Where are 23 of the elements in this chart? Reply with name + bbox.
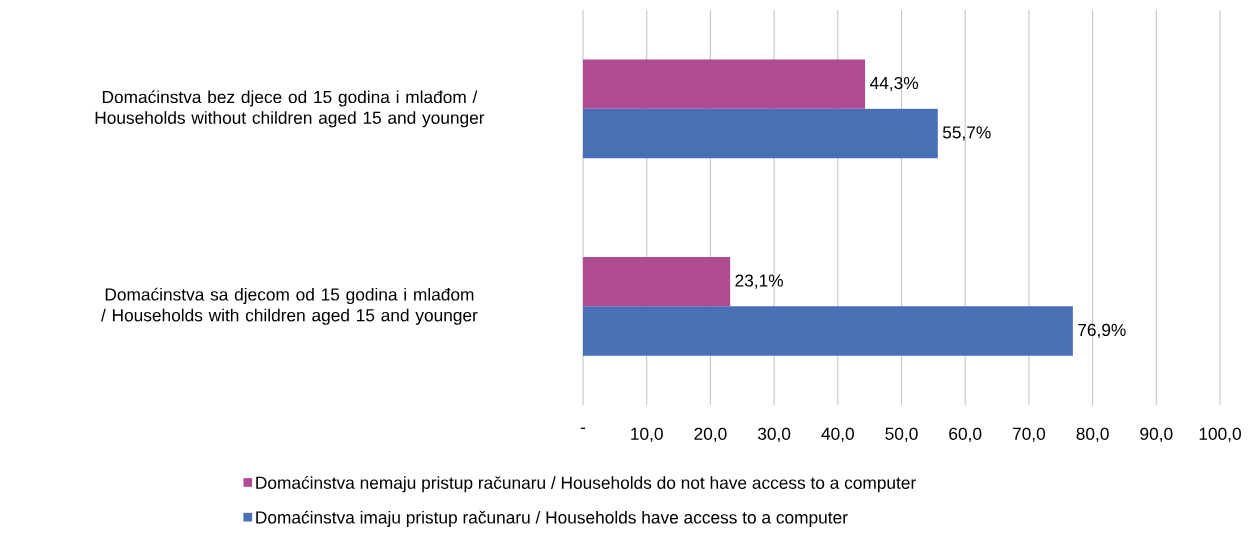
y-tick-label: Domaćinstva sa djecom od 15 godina i mlađom / Households with children aged 15 and younger [101, 287, 478, 325]
data-label: 23,1% [735, 274, 783, 289]
x-tick-label: 40,0 [821, 427, 854, 442]
x-tick-label: - [580, 427, 586, 429]
bar [583, 108, 938, 159]
legend-label: Domaćinstva imaju pristup računaru / Households have access to a computer [256, 510, 848, 528]
x-tick-label: 100,0 [1199, 427, 1241, 442]
x-tick-label: 30,0 [757, 427, 791, 442]
data-label: 76,9% [1078, 323, 1126, 339]
bar [583, 256, 731, 307]
y-tick-label: Domaćinstva bez djece od 15 godina i mlađom / Households without children aged 15 and younger [95, 90, 485, 128]
x-tick-label: 20,0 [694, 427, 727, 442]
x-tick-label: 80,0 [1076, 427, 1109, 442]
x-tick-label: 70,0 [1012, 427, 1046, 442]
data-label: 44,3% [870, 76, 919, 92]
x-tick-label: 10,0 [631, 427, 663, 442]
x-tick-label: 90,0 [1140, 427, 1173, 442]
bar [583, 59, 866, 109]
x-tick-label: 50,0 [885, 427, 918, 442]
data-label: 55,7% [942, 126, 991, 141]
legend-label: Domaćinstva nemaju pristup računaru / Households do not have access to a computer [256, 475, 916, 493]
x-tick-label: 60,0 [949, 427, 982, 442]
bar [583, 306, 1073, 356]
